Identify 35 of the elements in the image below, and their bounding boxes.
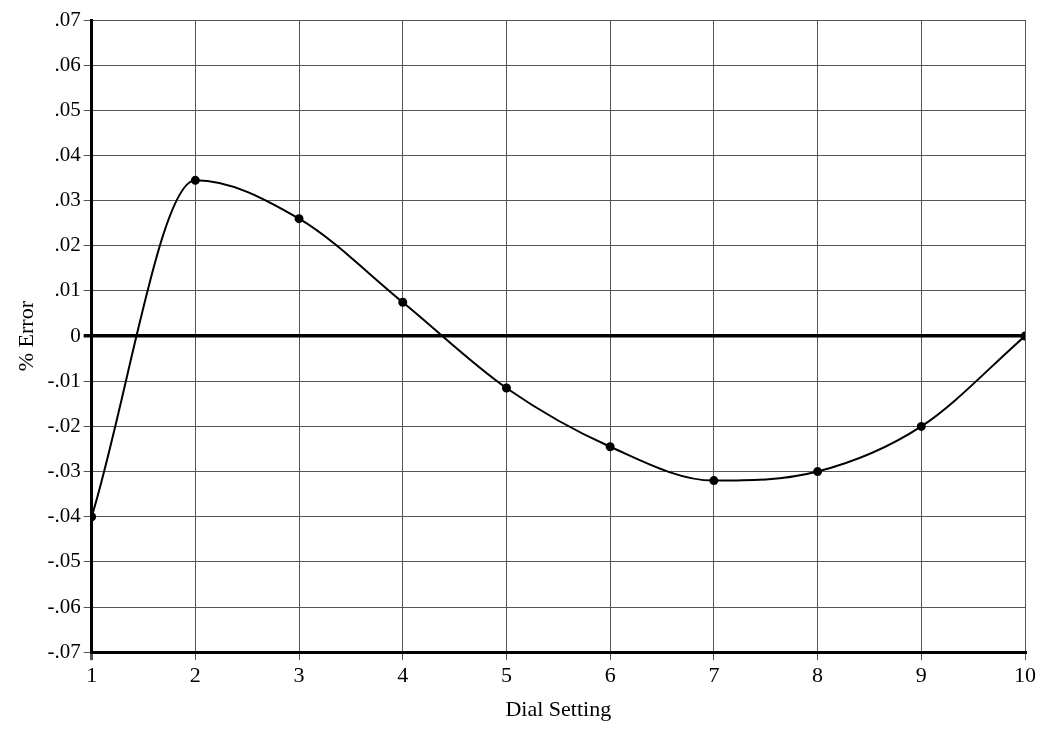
- y-tick-label: -.06: [47, 593, 81, 618]
- x-tick-label: 5: [500, 662, 512, 688]
- y-tick-label: -.01: [47, 367, 81, 392]
- y-tick-label: -.03: [47, 458, 81, 483]
- x-tick-label: 3: [293, 662, 305, 688]
- x-axis-title: Dial Setting: [505, 695, 612, 721]
- x-tick-label: 7: [708, 662, 720, 688]
- point: [294, 214, 304, 224]
- y-tick-label: .05: [54, 96, 81, 121]
- x-tick-label: 9: [915, 662, 927, 688]
- x-tick-label: 8: [812, 662, 824, 688]
- y-tick-label: .01: [54, 277, 81, 302]
- y-tick-label: .03: [54, 187, 81, 212]
- x-tick-label: 2: [189, 662, 201, 688]
- x-tick-label: 6: [604, 662, 616, 688]
- y-tick-label: -.05: [47, 548, 81, 573]
- y-tick-label: .04: [54, 141, 82, 166]
- point: [190, 175, 200, 185]
- y-tick-label: -.04: [47, 503, 82, 528]
- y-tick-label: .07: [54, 6, 81, 31]
- y-tick-label: -.02: [47, 412, 81, 437]
- y-tick-label: 0: [70, 322, 81, 347]
- x-tick-label: 10: [1014, 662, 1036, 688]
- point: [398, 297, 408, 307]
- y-axis-title: % Error: [12, 300, 38, 372]
- point: [813, 467, 823, 477]
- point: [709, 476, 719, 486]
- point: [916, 421, 926, 431]
- point: [501, 383, 511, 393]
- x-tick-label: 1: [86, 662, 98, 688]
- y-tick-label: .06: [54, 51, 81, 76]
- point: [605, 442, 615, 452]
- x-tick-label: 4: [397, 662, 409, 688]
- y-tick-label: -.07: [47, 638, 81, 663]
- y-tick-label: .02: [54, 232, 81, 257]
